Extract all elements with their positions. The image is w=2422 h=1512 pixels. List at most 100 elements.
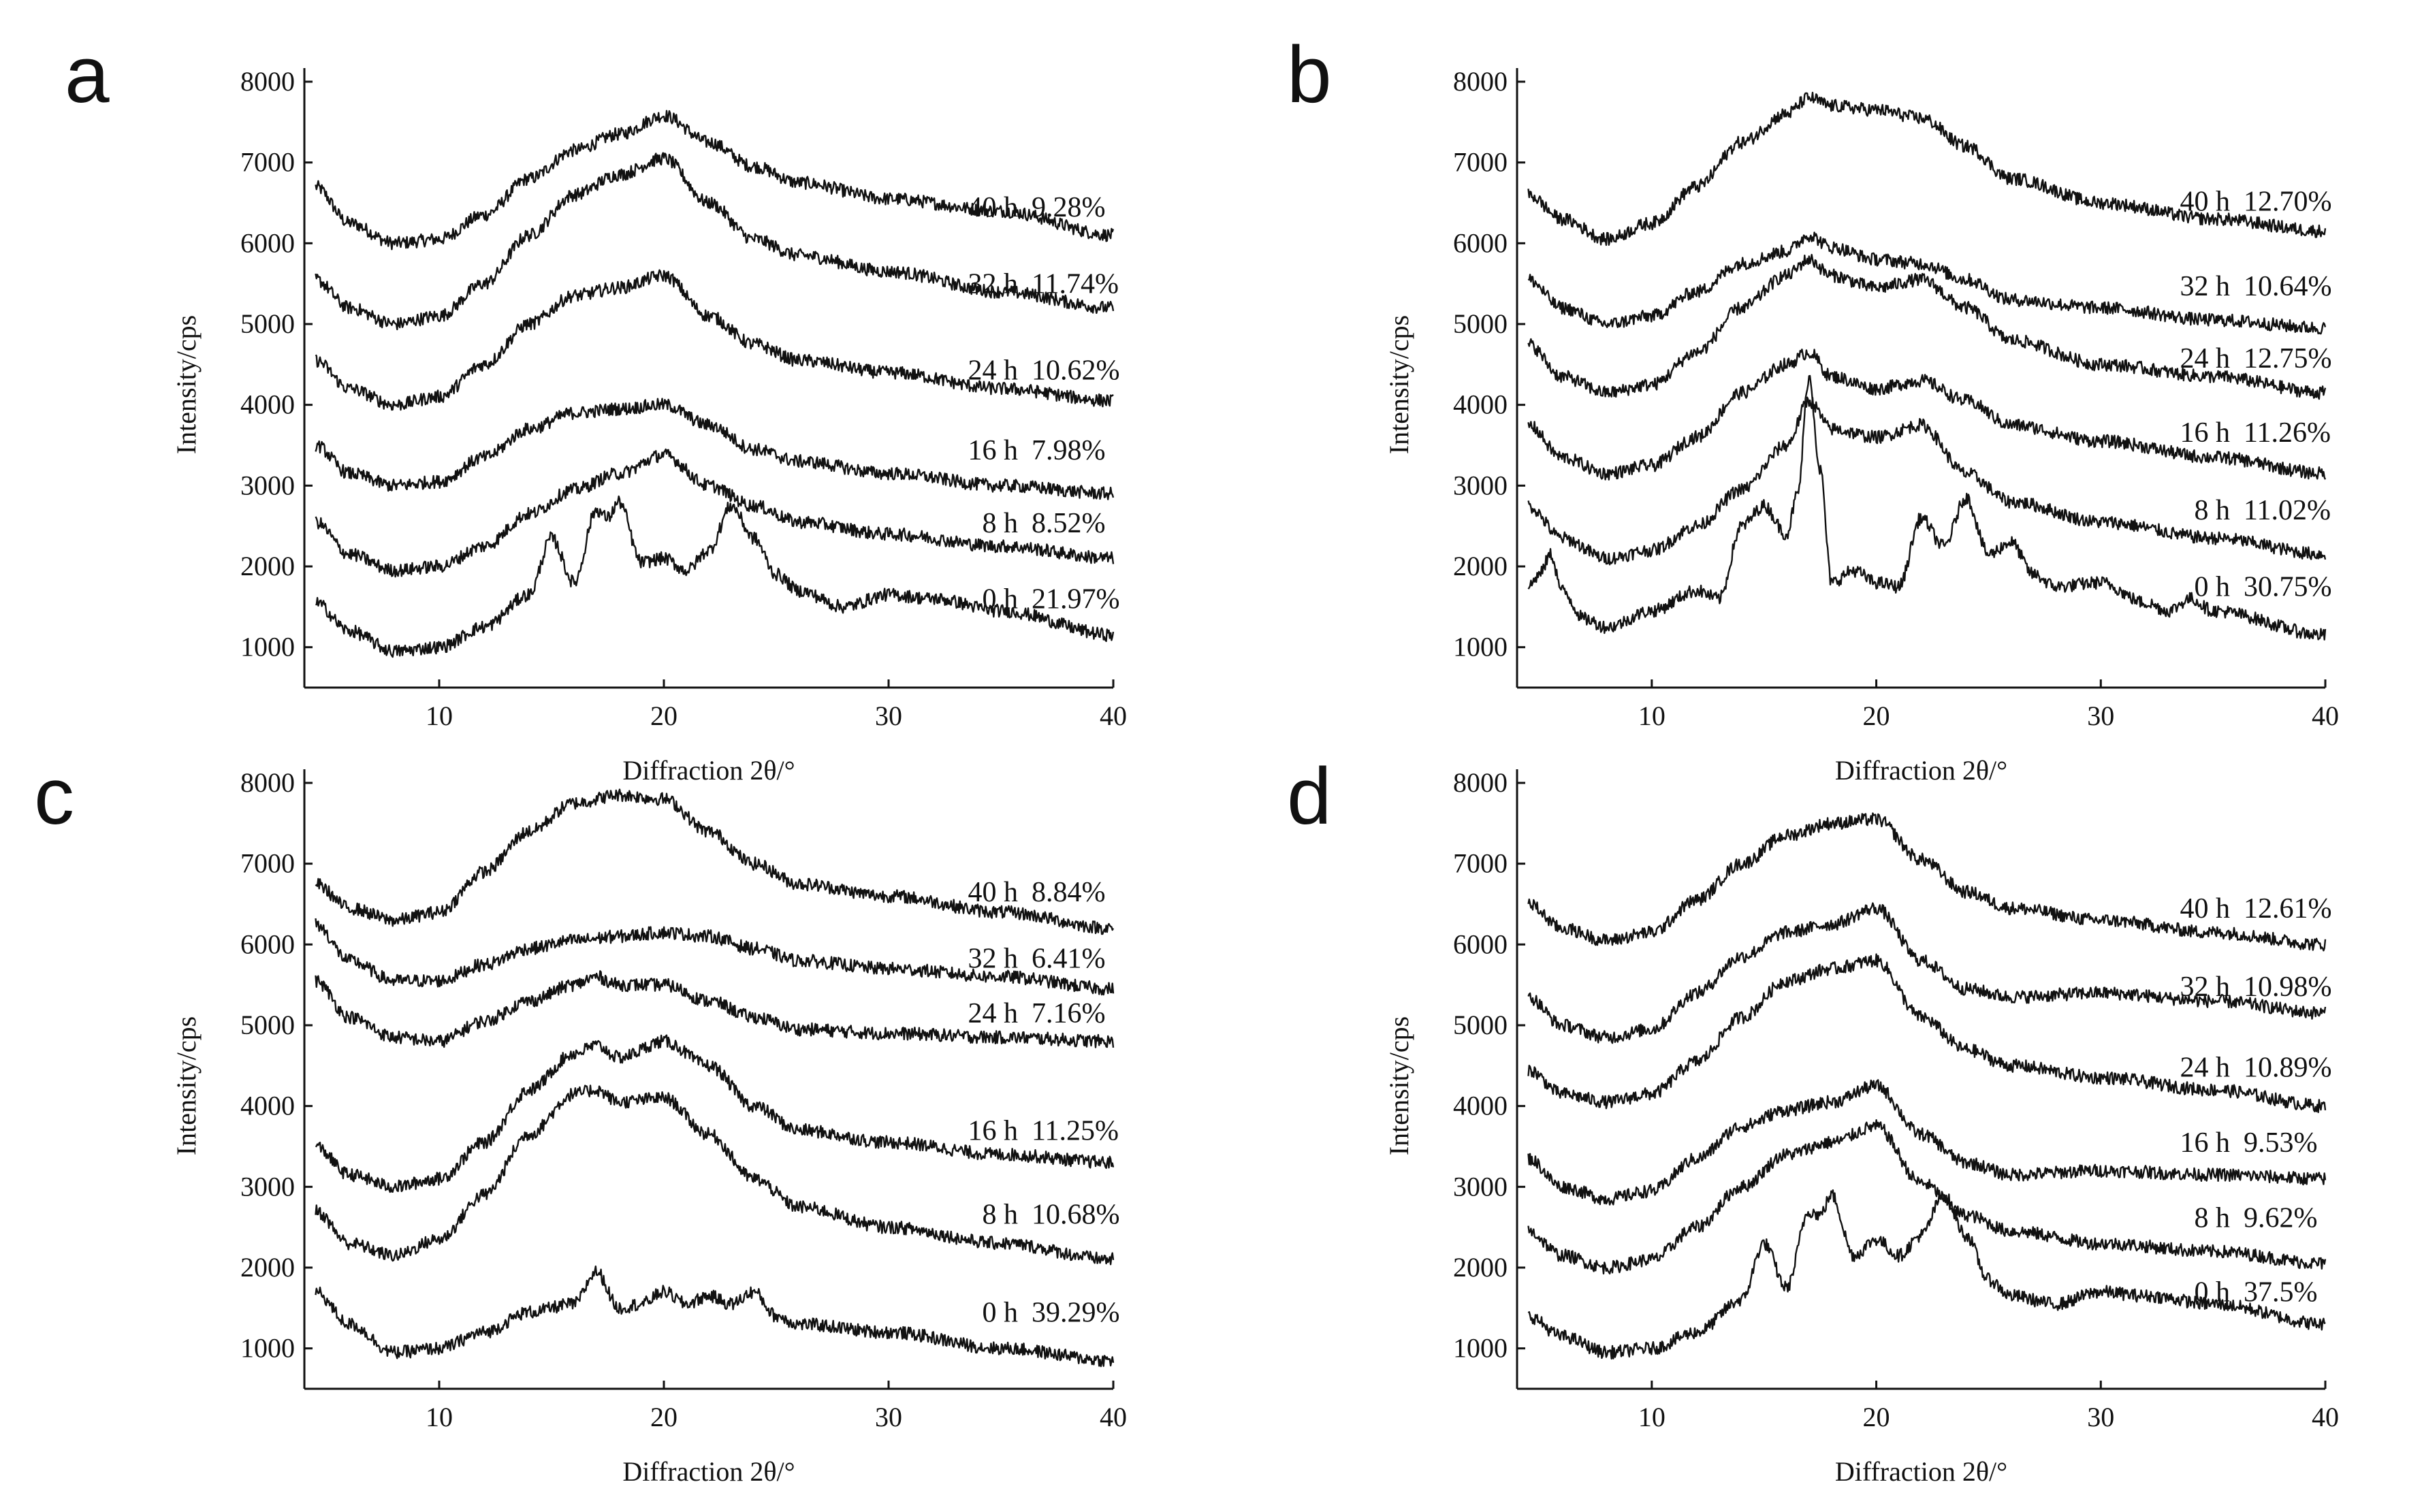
y-tick-label: 3000 xyxy=(240,470,295,500)
curve-crystallinity-label: 11.02% xyxy=(2244,495,2331,526)
y-tick-label: 1000 xyxy=(1453,632,1508,662)
y-tick-label: 3000 xyxy=(240,1171,295,1202)
x-tick-label: 40 xyxy=(2312,1402,2339,1432)
curve-time-label: 24 h xyxy=(968,998,1019,1029)
xrd-curve-24h xyxy=(1527,253,2327,400)
curve-time-label: 0 h xyxy=(2195,1277,2231,1308)
y-axis-title: Intensity/cps xyxy=(171,315,202,454)
y-tick-label: 5000 xyxy=(1453,308,1508,339)
panel-a: a 1000 2000 3000 4000 5000 6000 7000 8000 10 20 30 4… xyxy=(65,30,1127,786)
curve-time-label: 40 h xyxy=(968,192,1019,223)
curve-time-label: 16 h xyxy=(968,1115,1019,1146)
y-tick-label: 4000 xyxy=(240,389,295,420)
xrd-curve-8h xyxy=(315,448,1115,578)
xrd-curve-40h xyxy=(1527,91,2327,246)
x-tick-label: 10 xyxy=(426,1402,453,1432)
panel-c: c 1000 2000 3000 4000 5000 6000 7000 8000 10 20 30 4… xyxy=(34,752,1127,1487)
xrd-curve-0h xyxy=(1527,374,2327,641)
x-tick-label: 30 xyxy=(875,1402,902,1432)
y-tick-label: 5000 xyxy=(240,308,295,339)
x-tick-label: 20 xyxy=(1863,701,1890,731)
xrd-curve-16h xyxy=(315,1034,1115,1193)
curve-time-label: 0 h xyxy=(983,1297,1019,1328)
y-tick-label: 4000 xyxy=(1453,1091,1508,1121)
x-tick-label: 30 xyxy=(2087,1402,2114,1432)
curve-time-label: 8 h xyxy=(2195,1202,2231,1234)
curve-time-label: 24 h xyxy=(2180,343,2231,374)
curve-crystallinity-label: 11.26% xyxy=(2244,417,2331,449)
xrd-curve-32h xyxy=(1527,902,2327,1044)
curve-time-label: 16 h xyxy=(968,435,1019,466)
panel-letter: d xyxy=(1287,752,1332,841)
xrd-curve-8h xyxy=(1527,396,2327,566)
panel-letter: b xyxy=(1287,30,1332,120)
y-tick-label: 6000 xyxy=(1453,929,1508,959)
xrd-curve-40h xyxy=(315,110,1115,251)
y-tick-label: 4000 xyxy=(240,1091,295,1121)
x-axis-title: Diffraction 2θ/° xyxy=(622,755,795,786)
curve-crystallinity-label: 8.52% xyxy=(1032,508,1106,539)
curve-time-label: 16 h xyxy=(2180,417,2231,449)
curve-time-label: 16 h xyxy=(2180,1127,2231,1159)
curve-time-label: 8 h xyxy=(983,508,1019,539)
y-tick-label: 5000 xyxy=(240,1010,295,1040)
xrd-curve-0h xyxy=(1527,1189,2326,1360)
curve-crystallinity-label: 9.53% xyxy=(2244,1127,2318,1159)
curve-time-label: 32 h xyxy=(2180,271,2231,302)
curve-crystallinity-label: 30.75% xyxy=(2244,572,2332,603)
curve-crystallinity-label: 10.64% xyxy=(2244,271,2332,302)
y-tick-label: 8000 xyxy=(1453,66,1508,97)
xrd-curve-8h xyxy=(1527,1119,2327,1275)
xrd-curve-40h xyxy=(315,788,1115,935)
xrd-curve-16h xyxy=(315,398,1115,500)
curve-time-label: 0 h xyxy=(2195,572,2231,603)
y-tick-label: 6000 xyxy=(1453,227,1508,258)
curve-time-label: 0 h xyxy=(983,583,1019,615)
y-tick-label: 7000 xyxy=(1453,848,1508,879)
xrd-curve-40h xyxy=(1527,812,2327,952)
y-tick-label: 8000 xyxy=(240,66,295,97)
y-tick-label: 3000 xyxy=(1453,470,1508,500)
x-tick-label: 40 xyxy=(1100,1402,1127,1432)
curve-crystallinity-label: 10.89% xyxy=(2244,1052,2332,1084)
y-tick-label: 8000 xyxy=(1453,767,1508,798)
panel-letter: a xyxy=(65,30,110,120)
xrd-curve-24h xyxy=(1527,953,2327,1114)
curve-crystallinity-label: 7.16% xyxy=(1032,998,1106,1029)
y-tick-label: 7000 xyxy=(1453,147,1508,178)
xrd-curve-16h xyxy=(1527,1079,2327,1206)
curve-crystallinity-label: 10.62% xyxy=(1032,355,1120,387)
panel-b: b 1000 2000 3000 4000 5000 6000 7000 8000 10 20 30 4… xyxy=(1287,30,2339,786)
curve-crystallinity-label: 9.62% xyxy=(2244,1202,2318,1234)
curve-time-label: 40 h xyxy=(2180,893,2231,924)
y-tick-label: 8000 xyxy=(240,767,295,798)
curve-time-label: 24 h xyxy=(968,355,1019,387)
x-tick-label: 10 xyxy=(1638,701,1666,731)
x-tick-label: 10 xyxy=(1638,1402,1666,1432)
xrd-curve-0h xyxy=(315,1265,1115,1368)
x-tick-label: 20 xyxy=(1863,1402,1890,1432)
y-tick-label: 2000 xyxy=(1453,551,1508,581)
curve-crystallinity-label: 10.98% xyxy=(2244,971,2332,1003)
curve-crystallinity-label: 12.70% xyxy=(2244,187,2332,218)
x-tick-label: 40 xyxy=(1100,701,1127,731)
curve-time-label: 32 h xyxy=(2180,971,2231,1003)
curve-time-label: 8 h xyxy=(983,1200,1019,1231)
curve-time-label: 32 h xyxy=(968,944,1019,975)
xrd-curve-0h xyxy=(315,495,1115,658)
y-tick-label: 1000 xyxy=(240,632,295,662)
curve-crystallinity-label: 12.61% xyxy=(2244,893,2332,924)
curve-time-label: 40 h xyxy=(2180,187,2231,218)
y-tick-label: 6000 xyxy=(240,929,295,959)
xrd-curve-32h xyxy=(315,152,1115,331)
y-axis-title: Intensity/cps xyxy=(1384,315,1414,454)
xrd-curve-32h xyxy=(315,918,1115,996)
xrd-curve-32h xyxy=(1527,231,2327,335)
curve-crystallinity-label: 7.98% xyxy=(1032,435,1106,466)
curve-crystallinity-label: 37.5% xyxy=(2244,1277,2318,1308)
y-tick-label: 7000 xyxy=(240,147,295,178)
y-tick-label: 6000 xyxy=(240,227,295,258)
curve-crystallinity-label: 39.29% xyxy=(1032,1297,1120,1328)
curve-crystallinity-label: 9.28% xyxy=(1032,192,1106,223)
